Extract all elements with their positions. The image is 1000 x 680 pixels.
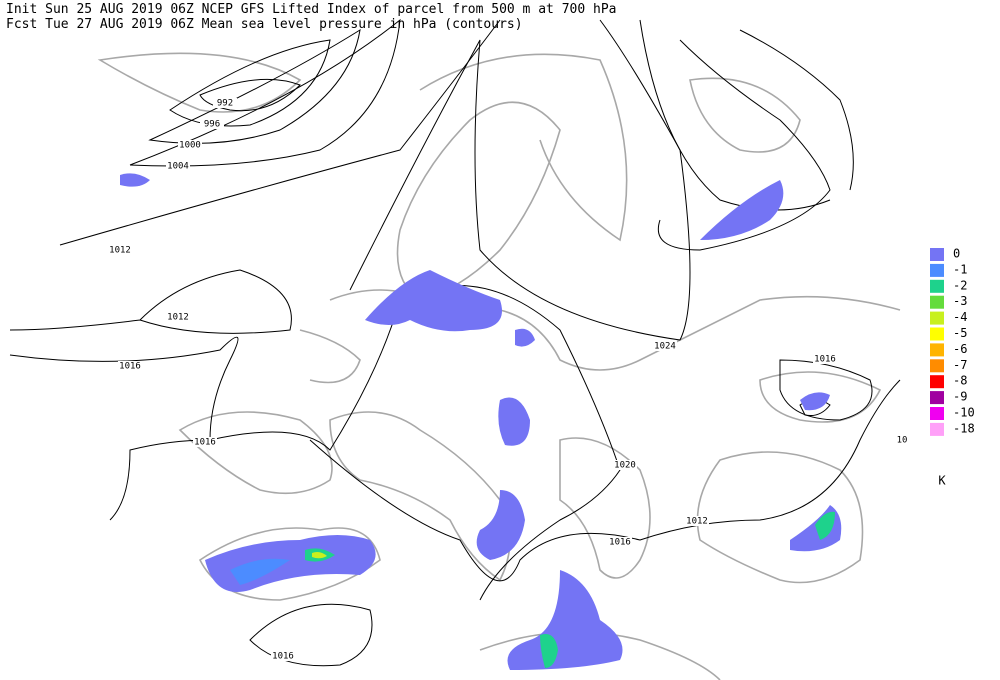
contour-label: 992 [217, 99, 233, 109]
legend-label: -6 [953, 342, 967, 356]
contour-label: 996 [204, 120, 220, 130]
contour-label: 1012 [167, 313, 189, 323]
lifted-index-areas [120, 173, 842, 670]
contour-label-bg [108, 245, 132, 255]
contour-label-bg [166, 312, 190, 322]
contour-label: 1016 [814, 355, 836, 365]
legend-label: -7 [953, 358, 967, 372]
legend-swatch [930, 359, 944, 373]
contour-label: 1004 [167, 162, 189, 172]
legend-swatch [930, 407, 944, 420]
legend-label: -5 [953, 326, 967, 340]
legend-swatch [930, 327, 944, 341]
legend-label: -3 [953, 294, 967, 308]
contour-label-bg [200, 119, 224, 129]
legend-label: -9 [953, 390, 967, 404]
header-line: Init Sun 25 AUG 2019 06Z NCEP GFS Lifted… [6, 2, 616, 17]
contour-label: 1016 [272, 652, 294, 662]
contour-label: 1000 [179, 141, 201, 151]
header-line: Fcst Tue 27 AUG 2019 06Z Mean sea level … [6, 17, 523, 32]
legend-label: -1 [953, 262, 967, 276]
legend-label: -4 [953, 310, 967, 324]
contour-label-bg [685, 516, 709, 526]
contour-label: 1012 [686, 517, 708, 527]
contour-label-bg [213, 98, 237, 108]
legend-swatch [930, 391, 944, 405]
legend-swatch [930, 375, 944, 389]
legend-swatch [930, 248, 944, 261]
contour-labels: 992 996 1000 1004 1012 1012 1016 1024 1016 1016 10… [108, 98, 914, 662]
legend-label: -18 [953, 421, 975, 435]
contour-label: 1020 [614, 461, 636, 471]
contour-label-bg [166, 161, 190, 171]
legend: 0-1 -2 -3 -4 -5 -6 -7 -8 -9 -10-18 [930, 247, 975, 436]
contour-label-bg [271, 651, 295, 661]
pressure-contours [9, 18, 901, 667]
legend-swatch [930, 263, 944, 277]
contour-label: 1012 [109, 246, 131, 256]
legend-label: -8 [953, 374, 967, 388]
contour-label-bg [178, 140, 202, 150]
legend-swatch [930, 279, 944, 293]
legend-swatch [930, 343, 944, 357]
contour-label-bg [613, 460, 637, 470]
legend-label: -10 [953, 406, 975, 420]
contour-label: 10 [897, 436, 908, 446]
contour-label-bg [890, 435, 914, 445]
contour-label-bg [653, 341, 677, 351]
contour-label-bg [813, 354, 837, 364]
contour-label: 1016 [119, 362, 141, 372]
legend-swatch [930, 422, 944, 436]
legend-label: 0 [953, 247, 960, 261]
legend-label: -2 [953, 278, 967, 292]
legend-swatch [930, 311, 944, 325]
contour-label: 1016 [609, 538, 631, 548]
legend-swatch [930, 295, 944, 309]
legend-unit: K [938, 474, 946, 488]
contour-label-bg [118, 361, 142, 371]
contour-label-bg [608, 537, 632, 547]
contour-label: 1024 [654, 342, 676, 352]
contour-label-bg [193, 437, 217, 447]
contour-label: 1016 [194, 438, 216, 448]
